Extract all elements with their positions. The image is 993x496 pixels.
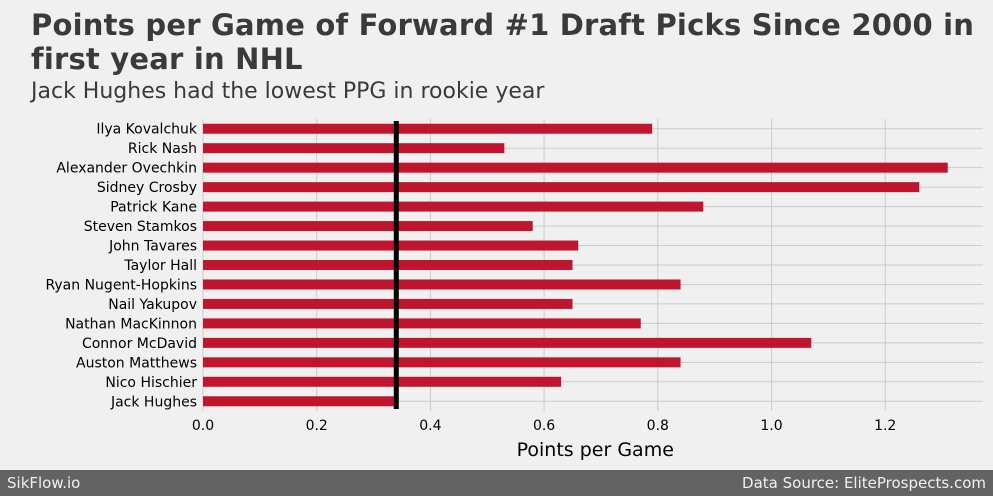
x-tick-label: 0.4 [419, 418, 441, 434]
chart-title: Points per Game of Forward #1 Draft Pick… [31, 8, 975, 76]
x-tick-label: 0.8 [647, 418, 669, 434]
x-tick-label: 0.0 [192, 418, 214, 434]
bar [203, 357, 681, 368]
footer-credit: SikFlow.io [7, 474, 81, 492]
footer-bar: SikFlow.io Data Source: EliteProspects.c… [0, 470, 993, 496]
x-tick-label: 0.6 [533, 418, 555, 434]
bar [203, 240, 579, 251]
bar [203, 376, 562, 387]
x-tick-labels: 0.0 0.2 0.4 0.6 0.8 1.0 1.2 [192, 418, 896, 434]
bar [203, 201, 704, 212]
x-tick-label: 0.2 [306, 418, 328, 434]
category-label: Auston Matthews [76, 355, 197, 371]
category-label: Nail Yakupov [108, 297, 197, 313]
category-label: Rick Nash [128, 141, 197, 157]
category-label: Patrick Kane [110, 200, 197, 216]
category-label: Alexander Ovechkin [56, 161, 197, 177]
bar [203, 182, 920, 193]
category-label: Nathan MacKinnon [65, 316, 197, 332]
bar [203, 260, 573, 270]
bar [203, 162, 948, 173]
bar [203, 279, 681, 290]
category-label: Connor McDavid [82, 336, 197, 352]
bar [203, 298, 573, 309]
x-axis-label: Points per Game [517, 439, 674, 461]
category-label: Sidney Crosby [97, 180, 197, 196]
bars [203, 123, 948, 407]
x-tick-label: 1.0 [760, 418, 782, 434]
bar [203, 123, 653, 134]
category-label: John Tavares [108, 239, 197, 255]
bar [203, 143, 505, 154]
bar [203, 318, 641, 329]
bar [203, 221, 533, 232]
x-tick-label: 1.2 [874, 418, 896, 434]
bar [203, 396, 397, 407]
category-label: Jack Hughes [110, 394, 197, 410]
category-label: Taylor Hall [123, 258, 197, 274]
category-label: Steven Stamkos [84, 219, 197, 235]
footer-data-source: Data Source: EliteProspects.com [742, 474, 986, 492]
category-label: Nico Hischier [105, 375, 197, 391]
bar [203, 337, 812, 348]
bar-chart: Ilya Kovalchuk Rick Nash Alexander Ovechki… [45, 119, 983, 461]
chart-subtitle: Jack Hughes had the lowest PPG in rookie… [31, 79, 545, 104]
category-labels: Ilya Kovalchuk Rick Nash Alexander Ovechki… [45, 122, 197, 411]
category-label: Ilya Kovalchuk [96, 122, 198, 138]
category-label: Ryan Nugent-Hopkins [45, 277, 197, 293]
